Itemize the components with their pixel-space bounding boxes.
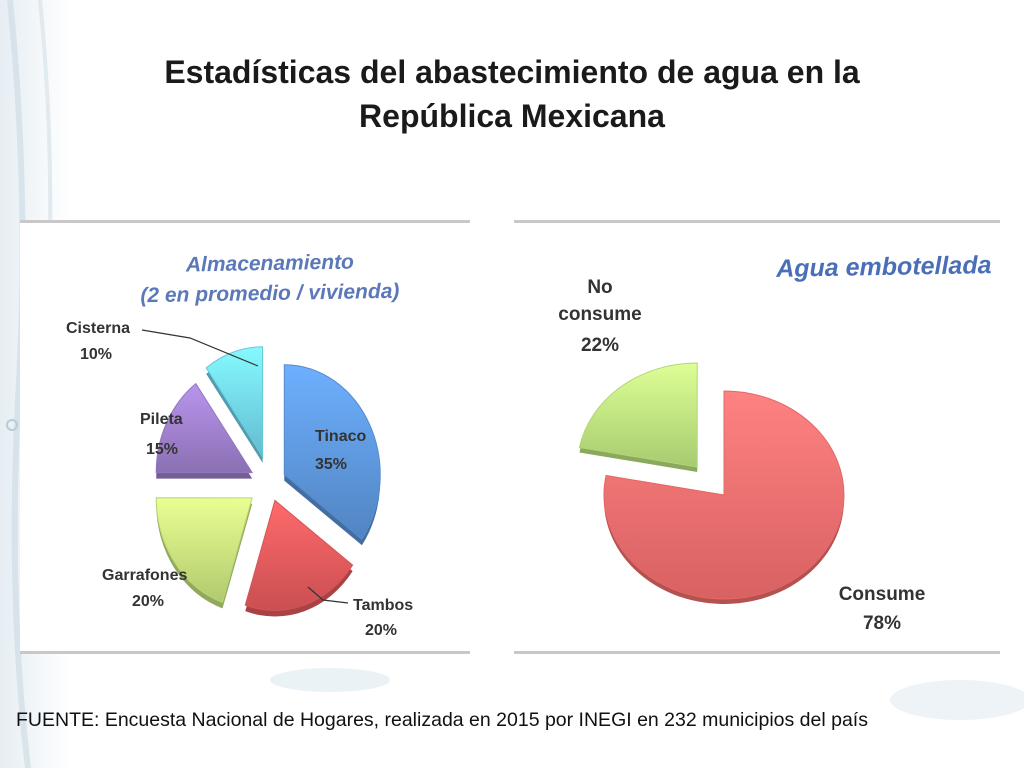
storage-chart-title-line-2: (2 en promedio / vivienda): [140, 280, 399, 308]
slice-value-garrafones: 20%: [132, 593, 164, 610]
slice-label-consume: Consume: [839, 584, 926, 605]
slice-label-consume-line-2: consume: [558, 304, 641, 325]
pie-slice-cisterna: [205, 346, 264, 459]
storage-pie-panel: Almacenamiento (2 en promedio / vivienda)…: [20, 220, 470, 654]
slice-label-cisterna: Cisterna: [66, 320, 130, 337]
slice-label-tambos: Tambos: [353, 597, 413, 614]
slice-value-tambos: 20%: [365, 622, 397, 639]
storage-pie-chart: Almacenamiento (2 en promedio / vivienda)…: [66, 251, 413, 639]
pie-slice-tambos: [244, 499, 354, 611]
pie-slice-consume: [578, 362, 698, 468]
slice-value-tinaco: 35%: [315, 456, 347, 473]
bottled-water-pie-chart: Agua embotellada Consume 78% No consume 22%: [558, 251, 992, 634]
slide-title: Estadísticas del abastecimiento de agua …: [100, 50, 924, 138]
slice-value-consume: 78%: [863, 613, 901, 634]
storage-chart-title-line-1: Almacenamiento: [185, 251, 355, 277]
cisterna-leader-line: [141, 329, 259, 367]
slide-title-line-1: Estadísticas del abastecimiento de agua …: [164, 54, 860, 90]
slide-title-line-2: República Mexicana: [359, 98, 665, 134]
slice-label-pileta: Pileta: [140, 411, 183, 428]
slice-value-no-consume: 22%: [581, 335, 619, 356]
pie-slice-garrafones: [155, 497, 253, 604]
pie-slice-consume: [603, 390, 845, 600]
slice-value-pileta: 15%: [146, 441, 178, 458]
slice-value-cisterna: 10%: [80, 346, 112, 363]
pie-slice-pileta: [155, 382, 254, 474]
bottled-chart-title: Agua embotellada: [775, 251, 992, 283]
bottled-water-pie-panel: Agua embotellada Consume 78% No consume 22%: [514, 220, 1000, 654]
tambos-leader-line: [307, 586, 349, 604]
slice-label-no-line-1: No: [587, 277, 612, 298]
pie-slice-tinaco: [283, 364, 381, 541]
slice-label-tinaco: Tinaco: [315, 428, 367, 445]
source-footnote: FUENTE: Encuesta Nacional de Hogares, re…: [16, 709, 868, 731]
slice-label-garrafones: Garrafones: [102, 567, 187, 584]
